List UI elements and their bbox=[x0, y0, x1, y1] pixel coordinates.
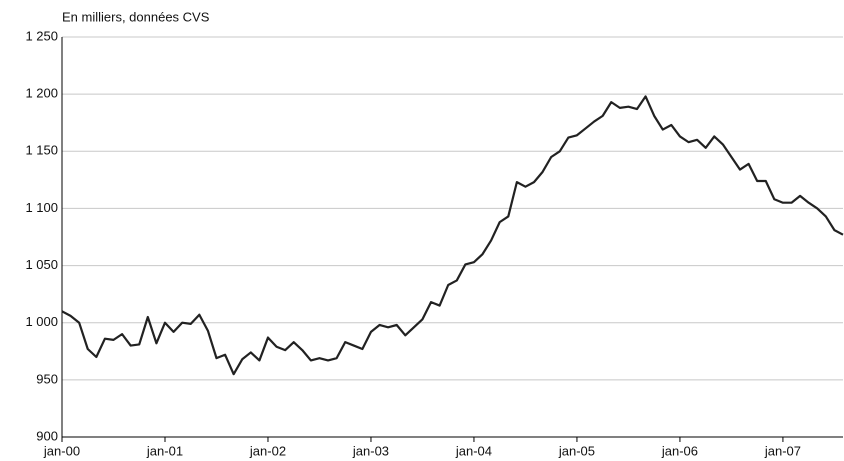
y-tick-label: 950 bbox=[36, 371, 58, 386]
x-tick-label: jan-07 bbox=[764, 443, 801, 458]
line bbox=[61, 95, 844, 376]
x-tick-label: jan-02 bbox=[249, 443, 286, 458]
y-tick-label: 1 200 bbox=[25, 86, 58, 101]
x-tick-label: jan-03 bbox=[352, 443, 389, 458]
y-tick-label: 1 000 bbox=[25, 314, 58, 329]
x-tick-label: jan-04 bbox=[455, 443, 492, 458]
y-tick-label: 1 250 bbox=[25, 28, 58, 43]
chart-title: En milliers, données CVS bbox=[62, 9, 210, 24]
y-tick-label: 1 150 bbox=[25, 143, 58, 158]
y-tick-label: 900 bbox=[36, 428, 58, 443]
y-tick-label: 1 100 bbox=[25, 200, 58, 215]
y-tick-label: 1 050 bbox=[25, 257, 58, 272]
x-tick-label: jan-05 bbox=[558, 443, 595, 458]
x-tick-label: jan-06 bbox=[661, 443, 698, 458]
x-tick-label: jan-00 bbox=[43, 443, 80, 458]
x-tick-label: jan-01 bbox=[146, 443, 183, 458]
